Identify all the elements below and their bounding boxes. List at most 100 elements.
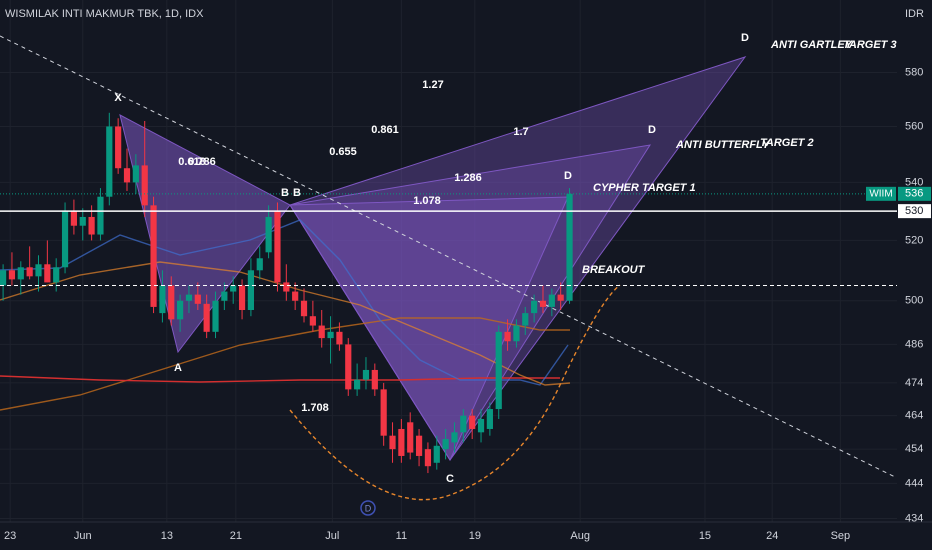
y-tick-label: 434 [905,512,923,524]
x-tick-label: 11 [396,530,407,542]
candle-body [451,432,458,443]
y-tick-label: 520 [905,234,923,246]
candle-body [203,303,210,332]
candle-body [424,449,432,467]
candle-body [230,285,237,292]
candle-body [265,216,272,253]
target-label: ANTI GARTLEY [770,39,854,51]
candle-body [557,294,564,301]
x-tick-label: 21 [230,530,242,542]
candle-body [79,216,86,226]
candle-body [513,325,520,342]
candle-body [345,344,352,390]
candle-body [398,428,405,456]
price-axis [897,0,932,550]
pattern-label: D [564,170,572,182]
pattern-label: 0.618 [178,156,206,168]
candle-body [247,270,255,311]
candle-body [283,282,290,292]
candle-body [539,300,547,307]
ma-line [0,219,569,386]
target-label: TARGET 2 [760,137,814,149]
candle-body [442,439,449,450]
y-tick-label: 454 [905,443,923,455]
y-tick-label: 486 [905,338,923,350]
pattern-label: X [114,92,122,104]
candle-body [433,445,440,463]
target-label: CYPHER [593,182,639,194]
x-tick-label: 13 [161,530,173,542]
candle-body [531,300,538,314]
y-tick-label: 500 [905,295,923,307]
y-tick-label: 560 [905,120,923,132]
candle-body [548,294,555,307]
candle-body [35,264,42,277]
candle-body [150,205,157,307]
cypher-wing [289,196,569,462]
candle-body [504,331,511,342]
target-label: ANTI BUTTERFLY [675,139,771,151]
candle-body [415,435,423,456]
candle-body [380,389,387,436]
candle-body [44,264,51,283]
x-tick-label: Sep [831,530,851,542]
candles [0,112,897,474]
target-label: TARGET 3 [843,39,897,51]
candle-body [26,267,33,277]
candle-body [8,270,16,280]
candle-body [0,270,7,286]
candle-body [318,325,325,339]
x-tick-label: 24 [766,530,778,542]
pattern-label: B [293,187,301,199]
event-marker[interactable]: D [365,503,372,513]
y-tick-label: 474 [905,377,923,389]
x-tick-label: Aug [570,530,590,542]
pattern-label: D [648,124,656,136]
candle-body [362,369,370,380]
x-tick-label: 15 [699,530,711,542]
pattern-label: 1.286 [454,172,482,184]
pattern-label: D [741,32,749,44]
candle-body [221,291,228,301]
candle-body [115,126,122,169]
candle-body [477,418,485,433]
target-label: TARGET 1 [642,182,696,194]
symbol-box [866,186,896,201]
candle-body [185,294,193,301]
candle-body [132,165,139,183]
candle-body [256,258,263,271]
candle-body [123,168,131,183]
trend-line [0,35,898,479]
candle-body [292,291,299,301]
event-icon[interactable] [360,500,376,516]
candle-body [522,313,529,326]
x-tick-label: 19 [469,530,481,542]
pattern-label: 1.7 [513,126,528,138]
candle-body [566,193,573,301]
candle-body [53,267,60,283]
candle-body [238,285,246,311]
target-label: BREAKOUT [582,264,646,276]
y-tick-label: 444 [905,477,923,489]
y-tick-label: 580 [905,66,923,78]
candle-body [168,285,175,320]
x-tick-label: Jun [74,530,92,542]
chart-title: WISMILAK INTI MAKMUR TBK, 1D, IDX [5,8,204,20]
y-tick-label: 540 [905,176,923,188]
candle-body [70,211,77,226]
ma-line [0,261,571,386]
candle-body [327,331,334,339]
candle-body [336,331,343,345]
ma-line [0,375,560,383]
candle-body [389,435,396,450]
pattern-label: 0.861 [371,124,399,136]
candle-body [88,216,95,235]
candle-body [159,285,166,314]
candle-body [61,211,69,268]
price-label: 536 [905,188,923,200]
candle-body [97,196,104,235]
pattern-label: 0.786 [188,156,216,168]
candle-body [141,165,148,206]
candle-body [354,379,361,390]
